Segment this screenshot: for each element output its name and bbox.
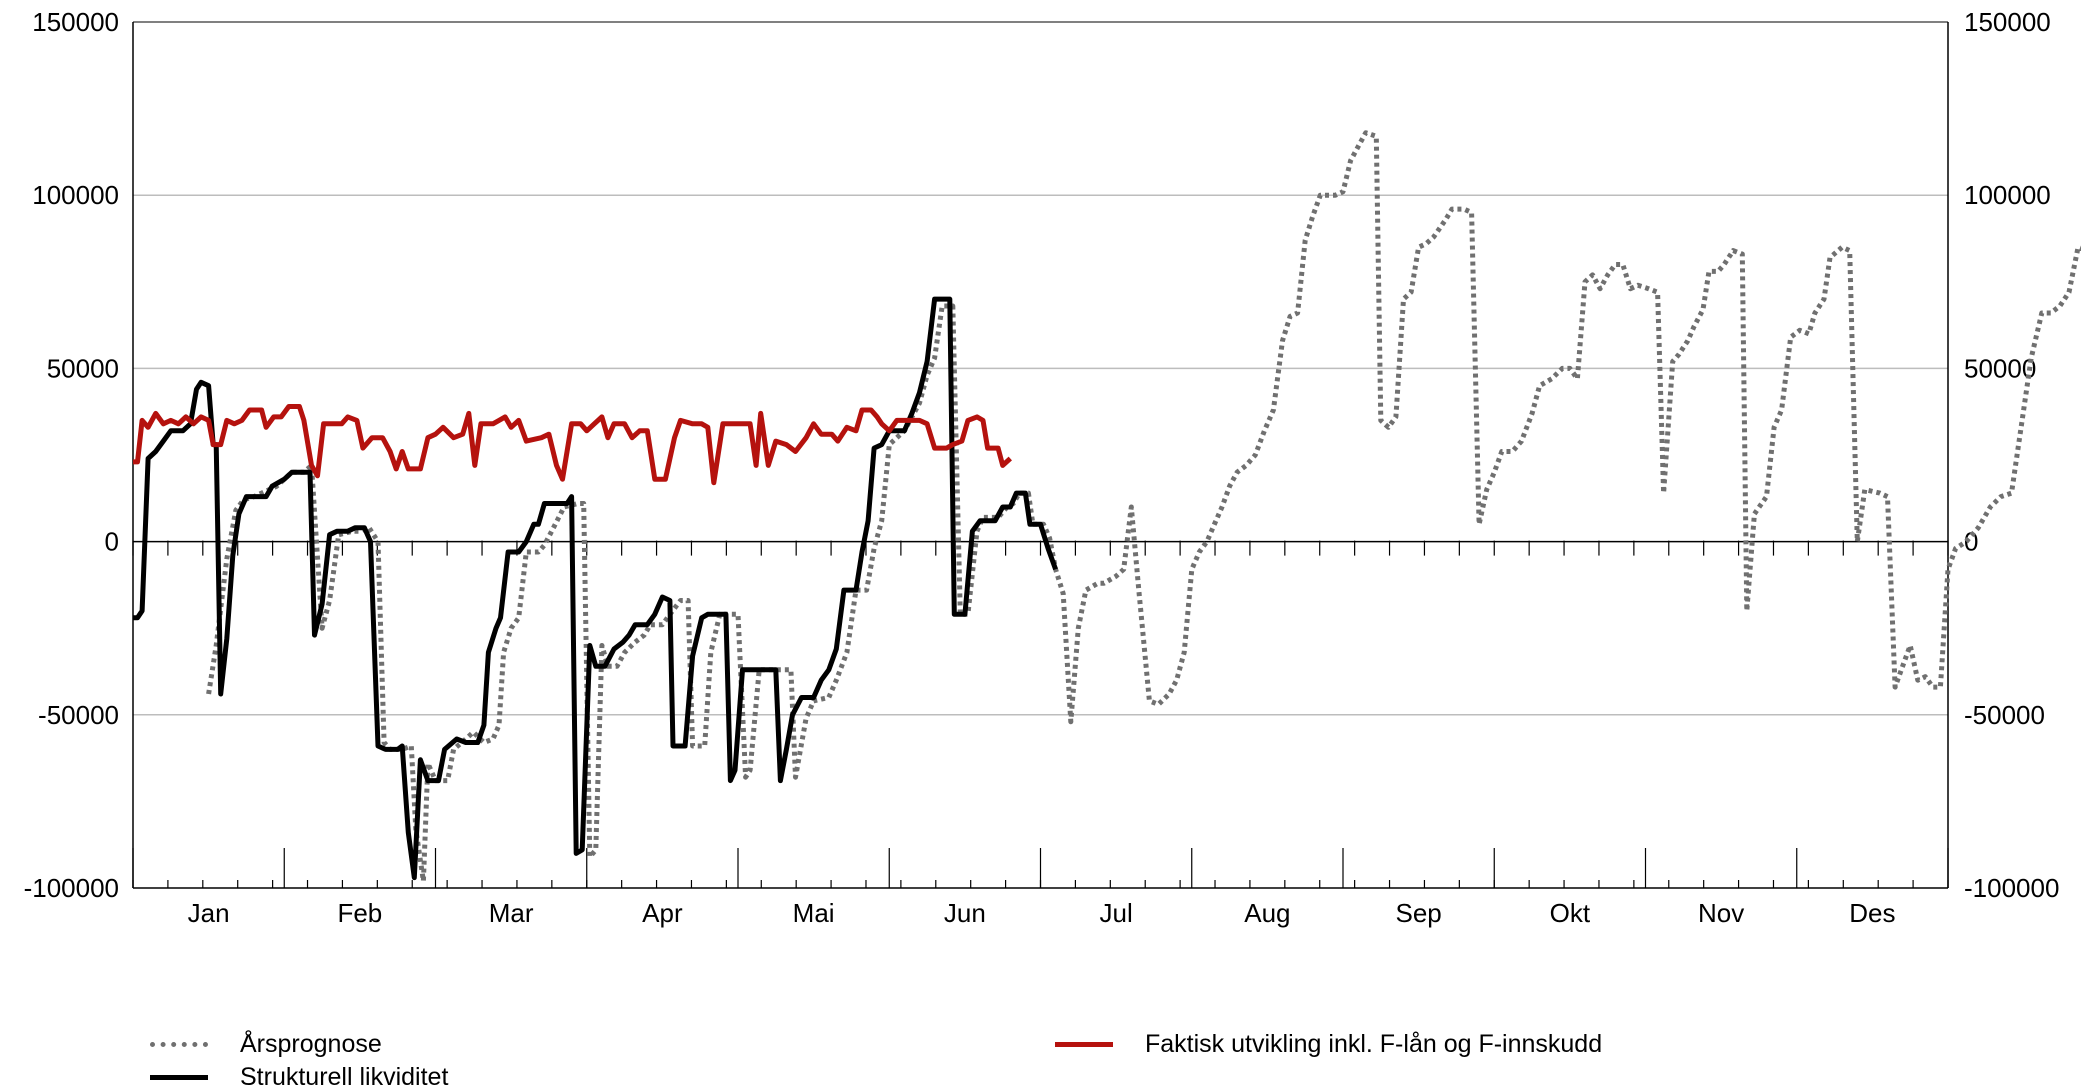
x-tick-label: Mar [489, 898, 534, 928]
legend-label-arsprognose: Årsprognose [240, 1030, 382, 1058]
series-line-arsprognose [206, 130, 2081, 884]
y-tick-label-left: -100000 [24, 873, 119, 903]
x-tick-label: Nov [1698, 898, 1744, 928]
x-tick-label: Sep [1395, 898, 1441, 928]
x-tick-label: Jul [1100, 898, 1133, 928]
y-tick-label-right: 100000 [1964, 180, 2051, 210]
y-tick-label-left: -50000 [38, 700, 119, 730]
x-tick-label: Jun [944, 898, 986, 928]
legend-label-strukturell: Strukturell likviditet [240, 1063, 449, 1091]
y-tick-label-left: 50000 [47, 353, 119, 383]
y-axis-right-labels: -100000 -50000 0 50000 100000 150000 [1964, 7, 2059, 903]
x-axis-month-labels: Jan Feb Mar Apr Mai Jun Jul Aug Sep Okt Nov Des [188, 898, 1896, 928]
grid-lines [133, 194, 1948, 716]
y-tick-label-right: 0 [1964, 527, 1978, 557]
legend-label-faktisk: Faktisk utvikling inkl. F-lån og F-innsk… [1145, 1030, 1603, 1058]
x-tick-label: Jan [188, 898, 230, 928]
x-tick-label: Okt [1550, 898, 1591, 928]
y-tick-label-right: -100000 [1964, 873, 2059, 903]
y-tick-label-left: 100000 [32, 180, 119, 210]
legend-item-arsprognose: Årsprognose [150, 1030, 382, 1059]
y-tick-label-left: 150000 [32, 7, 119, 37]
legend-swatch-dotted [150, 1042, 208, 1047]
y-axis-left-labels: -100000 -50000 0 50000 100000 150000 [24, 7, 119, 903]
legend-swatch-black [150, 1075, 208, 1080]
x-tick-label: Feb [337, 898, 382, 928]
y-tick-label-right: -50000 [1964, 700, 2045, 730]
y-tick-label-right: 50000 [1964, 353, 2036, 383]
y-tick-label-left: 0 [105, 527, 119, 557]
x-tick-label: Aug [1244, 898, 1290, 928]
y-tick-label-right: 150000 [1964, 7, 2051, 37]
x-tick-label: Apr [642, 898, 683, 928]
legend-swatch-red [1055, 1042, 1113, 1047]
legend-item-strukturell: Strukturell likviditet [150, 1063, 448, 1092]
series-lines [133, 130, 2081, 884]
x-tick-label: Mai [793, 898, 835, 928]
x-tick-label: Des [1849, 898, 1895, 928]
series-line-strukturell [133, 296, 1058, 881]
series-line-faktisk [133, 404, 1012, 486]
legend-item-faktisk: Faktisk utvikling inkl. F-lån og F-innsk… [1055, 1030, 1602, 1059]
